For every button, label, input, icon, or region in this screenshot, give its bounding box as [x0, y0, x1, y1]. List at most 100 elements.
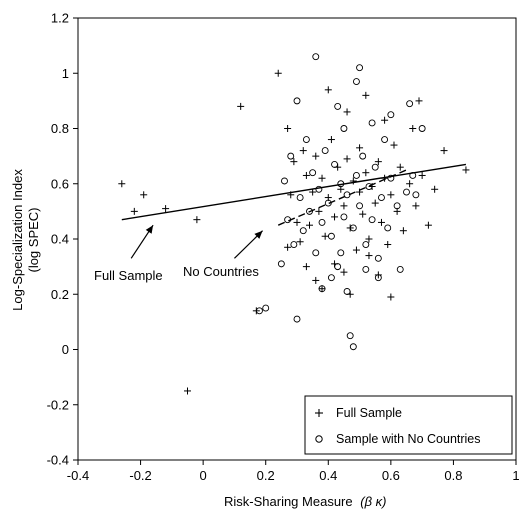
annotation-arrow — [234, 230, 264, 259]
point-no-countries — [396, 265, 404, 273]
point-no-countries — [331, 160, 338, 168]
point-no-countries — [378, 194, 385, 202]
point-no-countries — [277, 260, 285, 268]
point-full-sample — [340, 202, 348, 210]
y-tick-label: 0.2 — [51, 287, 69, 302]
point-full-sample — [431, 185, 439, 193]
point-full-sample — [130, 207, 138, 215]
point-no-countries — [340, 213, 348, 221]
point-full-sample — [343, 108, 351, 116]
annotation-no-countries: No Countries — [183, 264, 259, 279]
point-no-countries — [356, 64, 364, 72]
point-no-countries — [403, 188, 410, 196]
point-no-countries — [327, 274, 335, 282]
point-full-sample — [462, 166, 470, 174]
point-full-sample — [274, 69, 282, 77]
point-no-countries — [387, 174, 395, 182]
point-full-sample — [162, 205, 170, 213]
x-tick-label: 0.8 — [444, 468, 462, 483]
legend-label-full-sample: Full Sample — [336, 406, 402, 420]
point-full-sample — [284, 125, 292, 132]
point-no-countries — [368, 216, 376, 224]
point-full-sample — [237, 102, 245, 110]
point-no-countries — [309, 169, 317, 177]
point-full-sample — [374, 158, 382, 166]
point-no-countries — [312, 249, 320, 257]
point-no-countries — [312, 53, 320, 61]
point-no-countries — [343, 288, 351, 295]
point-full-sample — [387, 191, 395, 199]
point-full-sample — [318, 285, 326, 293]
point-no-countries — [381, 136, 389, 144]
x-tick-label: 0.2 — [257, 468, 275, 483]
point-full-sample — [412, 202, 420, 210]
x-axis-title-symbol: (β κ) — [360, 494, 386, 509]
point-full-sample — [415, 97, 423, 105]
point-no-countries — [374, 254, 382, 262]
point-no-countries — [337, 249, 345, 257]
point-full-sample — [377, 218, 385, 226]
point-no-countries — [387, 111, 395, 119]
y-axis-title-line2: (log SPEC) — [26, 207, 41, 272]
point-no-countries — [368, 119, 376, 127]
point-no-countries — [359, 152, 367, 160]
point-full-sample — [318, 174, 326, 182]
x-tick-label: 1 — [512, 468, 519, 483]
point-full-sample — [299, 147, 307, 155]
point-no-countries — [362, 241, 370, 248]
point-no-countries — [293, 315, 301, 323]
point-full-sample — [193, 216, 201, 224]
point-full-sample — [118, 180, 126, 188]
point-full-sample — [406, 180, 414, 188]
fit-line-no-countries — [277, 169, 407, 226]
y-tick-label: 0.8 — [51, 121, 69, 136]
y-axis-ticks: -0.4 -0.2 0 0.2 0.4 0.6 0.8 1 1.2 — [47, 11, 78, 468]
y-axis-title-line1: Log-Specialization Index — [10, 169, 25, 311]
point-no-countries — [315, 185, 323, 193]
point-no-countries — [262, 304, 270, 312]
point-no-countries — [281, 177, 288, 185]
y-tick-label: 0.4 — [51, 232, 69, 247]
x-axis-title: Risk-Sharing Measure (β κ) — [224, 494, 386, 509]
y-tick-label: 1 — [62, 66, 69, 81]
x-axis-ticks: -0.4 -0.2 0 0.2 0.4 0.6 0.8 1 — [67, 460, 520, 483]
point-no-countries — [287, 152, 295, 160]
point-full-sample — [399, 227, 407, 235]
point-full-sample — [424, 221, 432, 229]
x-tick-label: 0 — [200, 468, 207, 483]
x-tick-label: -0.4 — [67, 468, 89, 483]
point-no-countries — [349, 343, 357, 351]
point-no-countries — [302, 136, 310, 144]
point-full-sample — [284, 243, 292, 251]
point-full-sample — [387, 293, 395, 301]
point-no-countries — [352, 78, 360, 85]
legend-plus-marker — [315, 409, 323, 417]
point-full-sample — [302, 263, 310, 271]
point-full-sample — [362, 91, 370, 99]
x-tick-label: 0.6 — [382, 468, 400, 483]
point-no-countries — [306, 207, 313, 215]
point-full-sample — [302, 171, 310, 179]
y-tick-label: -0.2 — [47, 397, 69, 412]
point-no-countries — [418, 125, 426, 132]
point-no-countries — [365, 183, 373, 190]
annotation-arrows — [130, 224, 264, 259]
point-full-sample — [184, 387, 191, 395]
point-full-sample — [340, 268, 348, 276]
data-points — [118, 53, 470, 395]
point-no-countries — [299, 227, 307, 235]
point-full-sample — [356, 144, 364, 152]
annotation-full-sample: Full Sample — [94, 268, 163, 283]
point-no-countries — [356, 202, 364, 210]
point-full-sample — [296, 238, 304, 246]
x-tick-label: -0.2 — [129, 468, 151, 483]
fit-line-full-sample — [121, 163, 467, 221]
point-full-sample — [365, 252, 373, 260]
point-full-sample — [290, 158, 298, 166]
point-full-sample — [384, 241, 392, 249]
point-full-sample — [409, 125, 417, 132]
x-tick-label: 0.4 — [319, 468, 337, 483]
point-full-sample — [321, 232, 329, 240]
point-full-sample — [315, 207, 323, 215]
